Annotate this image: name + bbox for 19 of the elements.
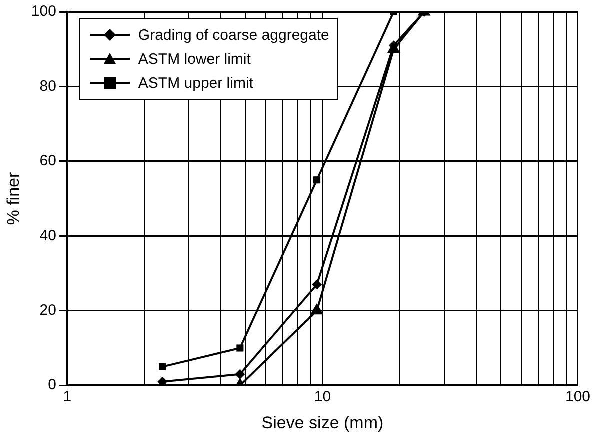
point xyxy=(159,363,166,370)
point xyxy=(313,176,321,184)
legend-label: ASTM lower limit xyxy=(138,50,251,68)
y-tick-label: 40 xyxy=(40,227,56,244)
y-axis-title: % finer xyxy=(4,172,23,226)
point xyxy=(235,369,246,380)
legend-label: Grading of coarse aggregate xyxy=(138,26,330,44)
x-tick-label: 1 xyxy=(63,388,72,406)
x-axis-title: Sieve size (mm) xyxy=(262,413,384,432)
y-tick-label: 100 xyxy=(31,3,56,20)
x-tick-label: 100 xyxy=(565,388,591,406)
point xyxy=(312,280,322,290)
y-tick-label: 80 xyxy=(40,78,56,95)
y-tick-label: 0 xyxy=(48,376,56,394)
x-tick-label: 10 xyxy=(314,388,332,406)
y-tick-label: 60 xyxy=(40,152,56,170)
legend-label: ASTM upper limit xyxy=(138,74,254,92)
y-tick-label: 20 xyxy=(40,302,56,320)
point xyxy=(236,344,244,352)
